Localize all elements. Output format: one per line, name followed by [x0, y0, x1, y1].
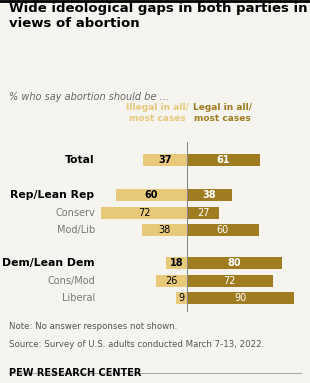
Text: Conserv: Conserv — [56, 208, 95, 218]
Text: Wide ideological gaps in both parties in
views of abortion: Wide ideological gaps in both parties in… — [9, 2, 308, 30]
Bar — [187, 154, 260, 167]
Text: Note: No answer responses not shown.: Note: No answer responses not shown. — [9, 322, 178, 331]
Text: Liberal: Liberal — [62, 293, 95, 303]
Text: PEW RESEARCH CENTER: PEW RESEARCH CENTER — [9, 368, 142, 378]
Text: 60: 60 — [217, 226, 229, 236]
Text: 18: 18 — [170, 258, 183, 268]
Text: 27: 27 — [197, 208, 209, 218]
Bar — [187, 189, 232, 201]
Text: 72: 72 — [138, 208, 150, 218]
Text: 38: 38 — [203, 190, 216, 200]
Bar — [187, 257, 282, 269]
Text: Illegal in all/
most cases: Illegal in all/ most cases — [126, 103, 189, 123]
Text: 9: 9 — [179, 293, 185, 303]
Bar — [187, 292, 294, 304]
Text: 80: 80 — [228, 258, 241, 268]
Text: Legal in all/
most cases: Legal in all/ most cases — [193, 103, 252, 123]
Text: 61: 61 — [217, 155, 230, 165]
Text: 38: 38 — [158, 226, 170, 236]
Text: 37: 37 — [158, 155, 172, 165]
Bar — [176, 292, 187, 304]
Text: Mod/Lib: Mod/Lib — [57, 226, 95, 236]
Text: 60: 60 — [144, 190, 158, 200]
Text: 90: 90 — [235, 293, 247, 303]
Text: Dem/Lean Dem: Dem/Lean Dem — [2, 258, 95, 268]
Bar — [166, 257, 187, 269]
Bar — [142, 224, 187, 236]
Text: 26: 26 — [165, 276, 178, 286]
Text: % who say abortion should be ...: % who say abortion should be ... — [9, 92, 169, 102]
Bar — [187, 275, 273, 287]
Bar — [187, 224, 259, 236]
Text: Source: Survey of U.S. adults conducted March 7-13, 2022.: Source: Survey of U.S. adults conducted … — [9, 340, 264, 349]
Bar — [156, 275, 187, 287]
Text: 72: 72 — [224, 276, 236, 286]
Bar — [116, 189, 187, 201]
Text: Total: Total — [65, 155, 95, 165]
Text: Cons/Mod: Cons/Mod — [48, 276, 95, 286]
Bar — [143, 154, 187, 167]
Bar — [101, 207, 187, 219]
Text: Rep/Lean Rep: Rep/Lean Rep — [11, 190, 95, 200]
Bar — [187, 207, 219, 219]
